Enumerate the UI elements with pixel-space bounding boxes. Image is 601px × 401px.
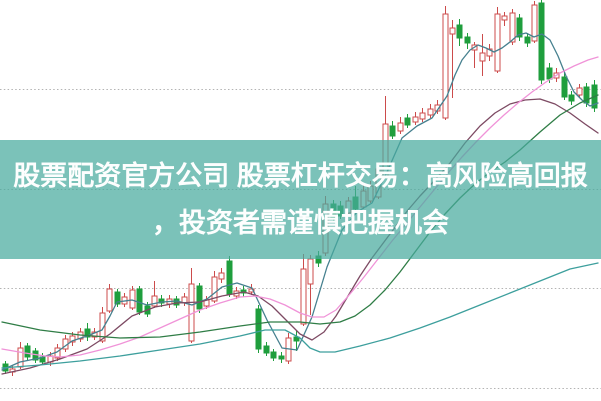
candle-down: [464, 36, 471, 44]
candle-up: [576, 87, 583, 96]
candle-up: [427, 108, 434, 116]
ma-pink-line: [1, 56, 599, 358]
candle-down: [389, 125, 396, 137]
candle-up: [99, 312, 106, 342]
caption-overlay: 股票配资官方公司 股票杠杆交易：高风险高回报 ，投资者需谨慎把握机会: [0, 140, 601, 259]
candle-down: [84, 328, 91, 338]
candle-down: [158, 298, 165, 304]
candle-down: [226, 260, 233, 295]
candle-up: [479, 52, 486, 62]
candle-up: [412, 116, 419, 123]
candle-up: [494, 13, 501, 72]
candle-down: [196, 285, 203, 310]
candle-down: [456, 24, 463, 39]
candle-down: [24, 345, 31, 358]
candle-up: [449, 27, 456, 35]
candle-down: [293, 336, 300, 342]
ma-slow-line: [1, 262, 599, 369]
candle-up: [248, 288, 255, 293]
candle-up: [509, 12, 516, 43]
candle-down: [524, 36, 531, 44]
candle-down: [278, 355, 285, 360]
candle-down: [263, 345, 270, 354]
candle-down: [114, 291, 121, 305]
candle-up: [501, 15, 508, 21]
caption-line-1: 股票配资官方公司 股票杠杆交易：高风险高回报: [13, 160, 588, 191]
candle-down: [568, 94, 575, 102]
candle-up: [531, 4, 538, 42]
candle-up: [397, 122, 404, 132]
candle-up: [17, 347, 24, 368]
caption-line-2: ，投资者需谨慎把握机会: [152, 207, 449, 238]
candle-up: [486, 48, 493, 57]
candle-down: [538, 2, 545, 81]
candle-up: [129, 289, 136, 309]
candle-down: [516, 17, 523, 38]
candle-down: [270, 351, 277, 359]
candle-down: [561, 76, 568, 98]
candle-down: [546, 67, 553, 80]
candle-down: [255, 308, 262, 350]
candle-up: [69, 335, 76, 343]
candle-up: [218, 272, 225, 280]
candle-up: [419, 112, 426, 120]
candle-up: [106, 288, 113, 312]
candle-down: [136, 288, 143, 313]
candle-up: [151, 295, 158, 307]
candle-up: [211, 276, 218, 302]
candle-up: [307, 258, 314, 285]
candle-up: [442, 13, 449, 119]
candle-up: [300, 268, 307, 325]
candle-down: [404, 117, 411, 126]
